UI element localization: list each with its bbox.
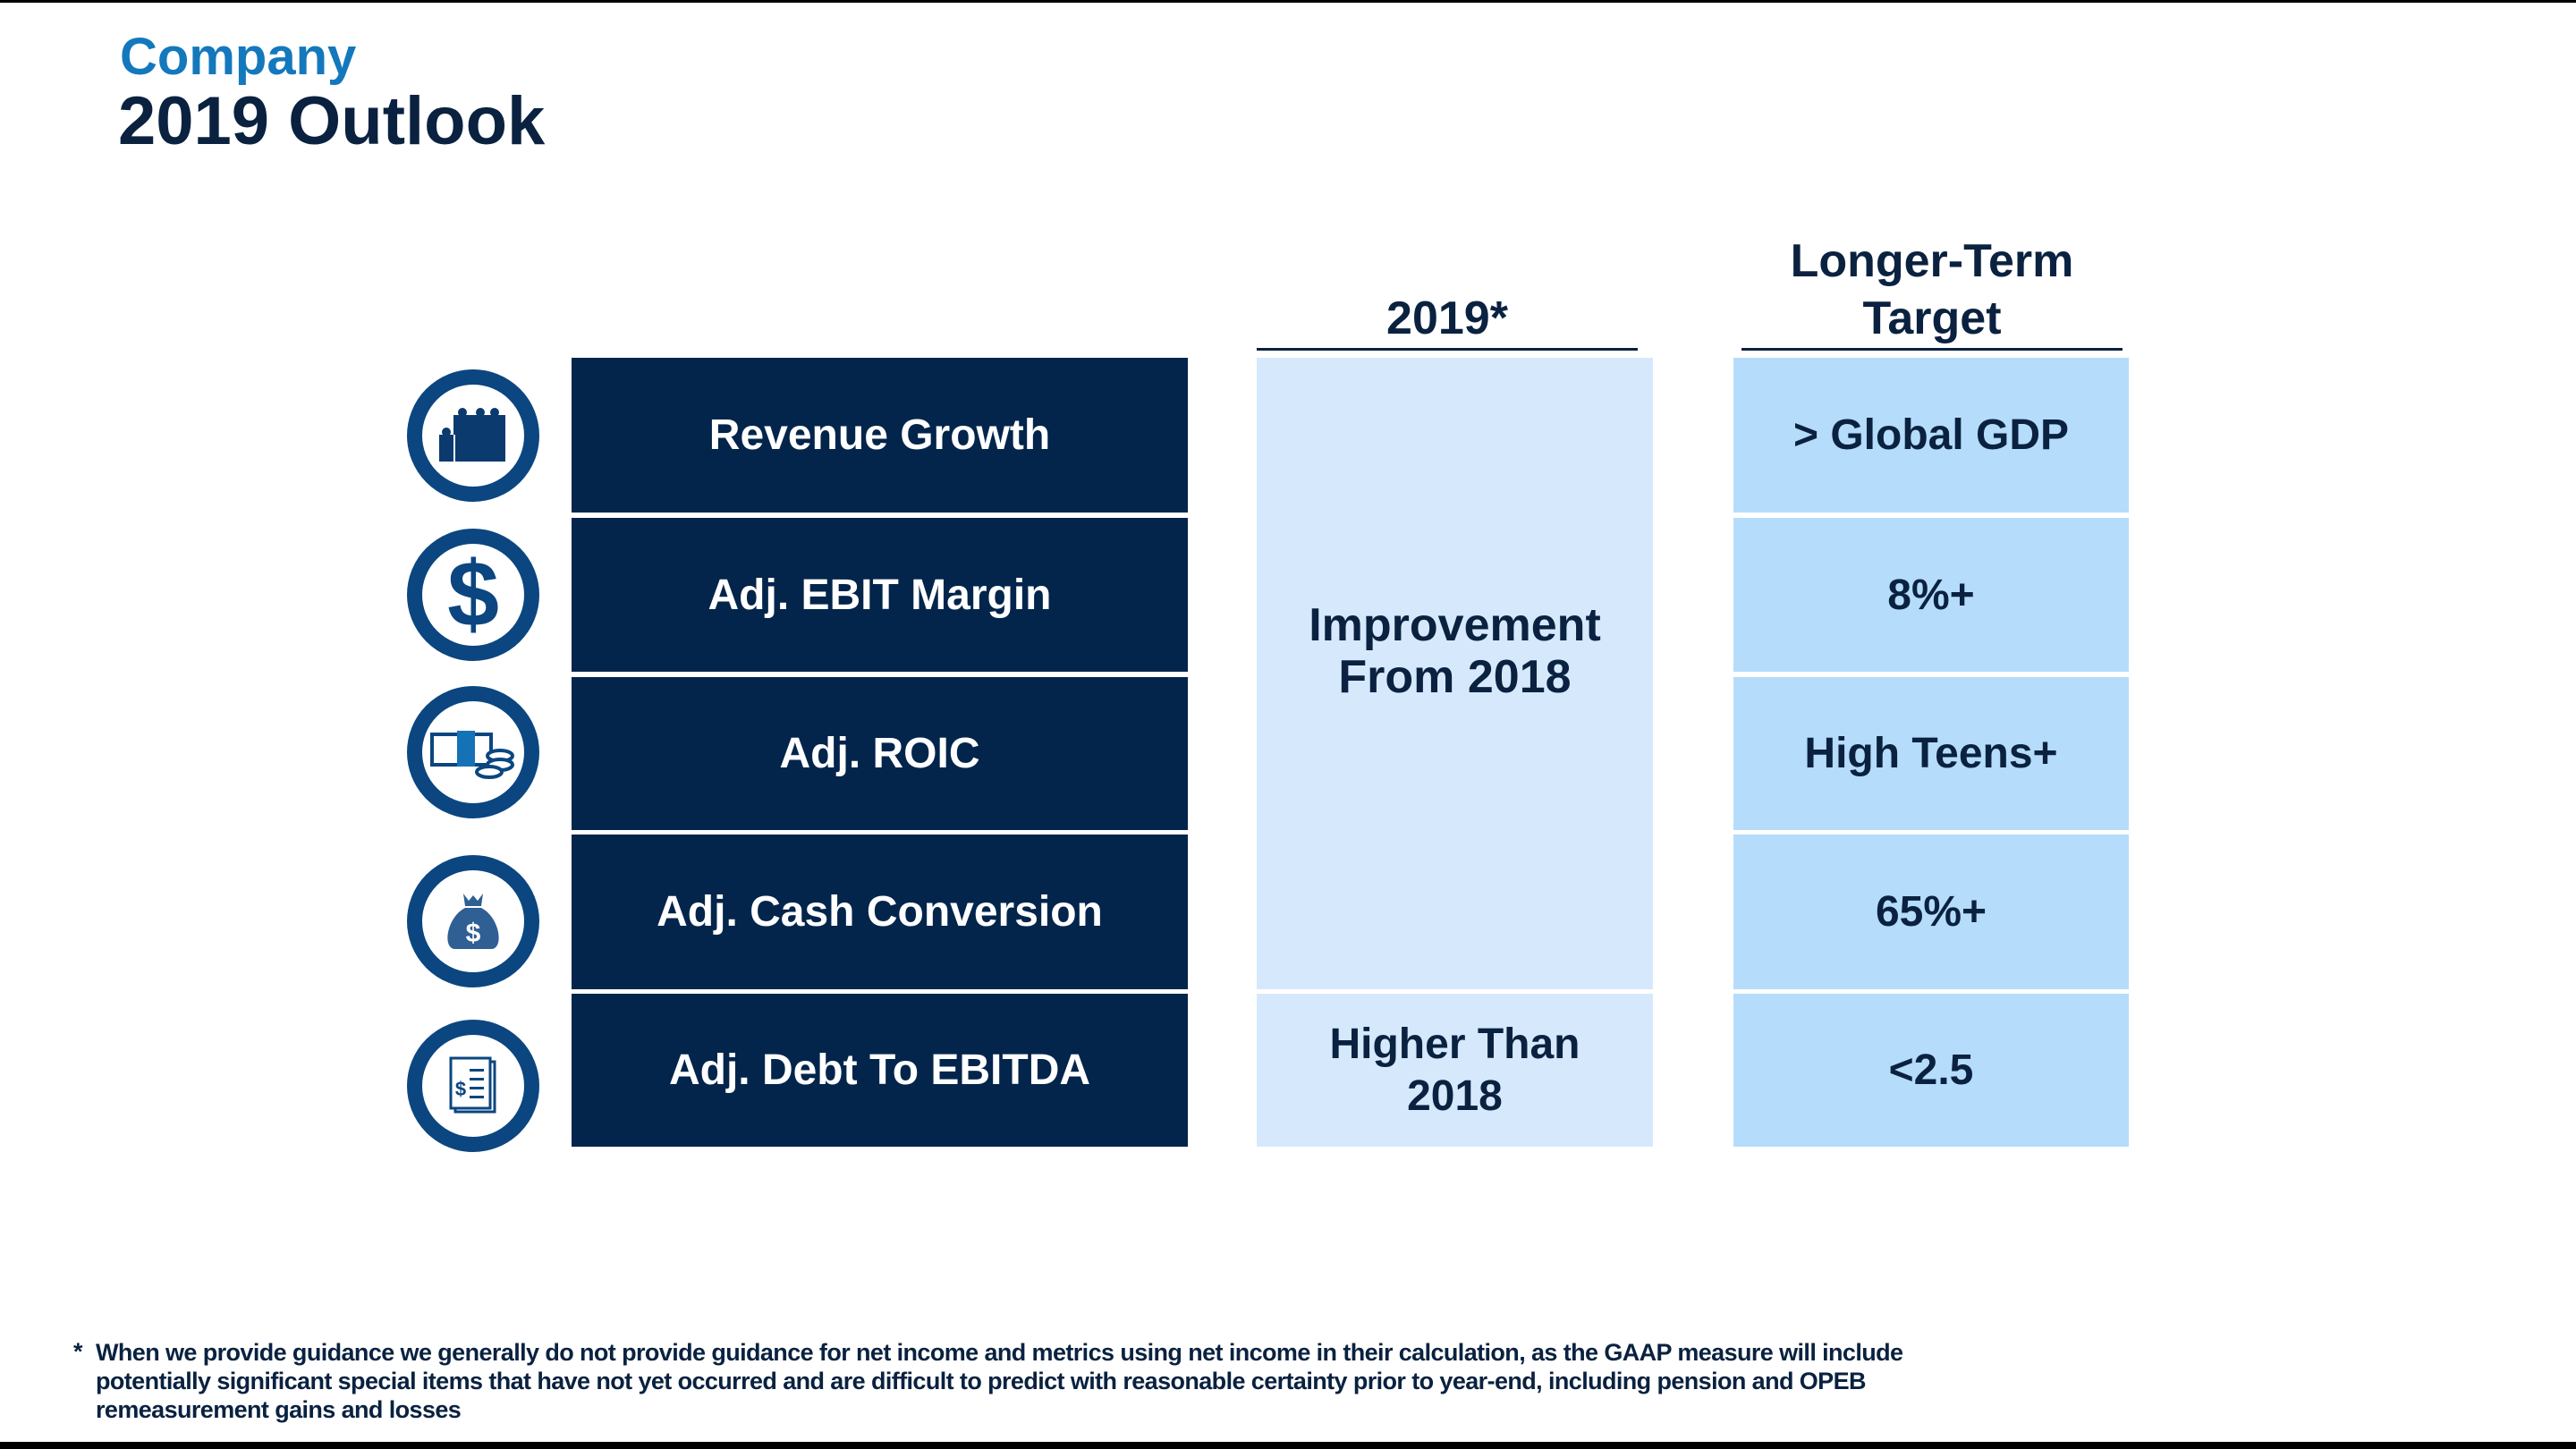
target-debt-to-ebitda: <2.5 <box>1733 994 2129 1147</box>
bottom-border <box>0 1442 2576 1449</box>
column-header-2019: 2019* <box>1386 292 1508 344</box>
footnote-text: When we provide guidance we generally do… <box>96 1339 1903 1423</box>
outlook-line: 2018 <box>1407 1072 1503 1120</box>
money-bag-icon: $ <box>407 855 539 987</box>
metric-label-revenue-growth: Revenue Growth <box>572 358 1188 513</box>
cash-and-coins-icon <box>407 686 539 818</box>
outlook-line: Higher Than <box>1329 1020 1580 1068</box>
column-header-target: Longer-Term Target <box>1741 233 2123 347</box>
outlook-2019-debt: Higher Than 2018 <box>1257 994 1653 1147</box>
svg-text:$: $ <box>466 919 481 948</box>
top-border <box>0 0 2576 3</box>
header-line: Target <box>1862 292 2002 344</box>
target-cash-conversion: 65%+ <box>1733 835 2129 989</box>
metric-label-cash-conversion: Adj. Cash Conversion <box>572 835 1188 989</box>
dollar-sign-icon: $ <box>407 529 539 661</box>
svg-text:$: $ <box>455 1078 466 1100</box>
target-roic: High Teens+ <box>1733 677 2129 830</box>
target-revenue-growth: > Global GDP <box>1733 358 2129 513</box>
divider <box>1257 348 1638 351</box>
outlook-2019-improvement: Improvement From 2018 <box>1257 358 1653 989</box>
footnote-marker: * <box>73 1338 83 1365</box>
page-supertitle: Company <box>120 28 357 86</box>
metric-label-debt-to-ebitda: Adj. Debt To EBITDA <box>572 994 1188 1147</box>
target-ebit-margin: 8%+ <box>1733 518 2129 672</box>
invoice-document-icon: $ <box>407 1020 539 1152</box>
header-line: Longer-Term <box>1790 235 2074 287</box>
outlook-line: Improvement <box>1309 599 1601 651</box>
lego-bricks-icon <box>407 369 539 502</box>
page-title: 2019 Outlook <box>118 83 546 159</box>
metric-label-ebit-margin: Adj. EBIT Margin <box>572 518 1188 672</box>
divider <box>1741 348 2123 351</box>
outlook-line: From 2018 <box>1338 651 1572 703</box>
metric-label-roic: Adj. ROIC <box>572 677 1188 830</box>
